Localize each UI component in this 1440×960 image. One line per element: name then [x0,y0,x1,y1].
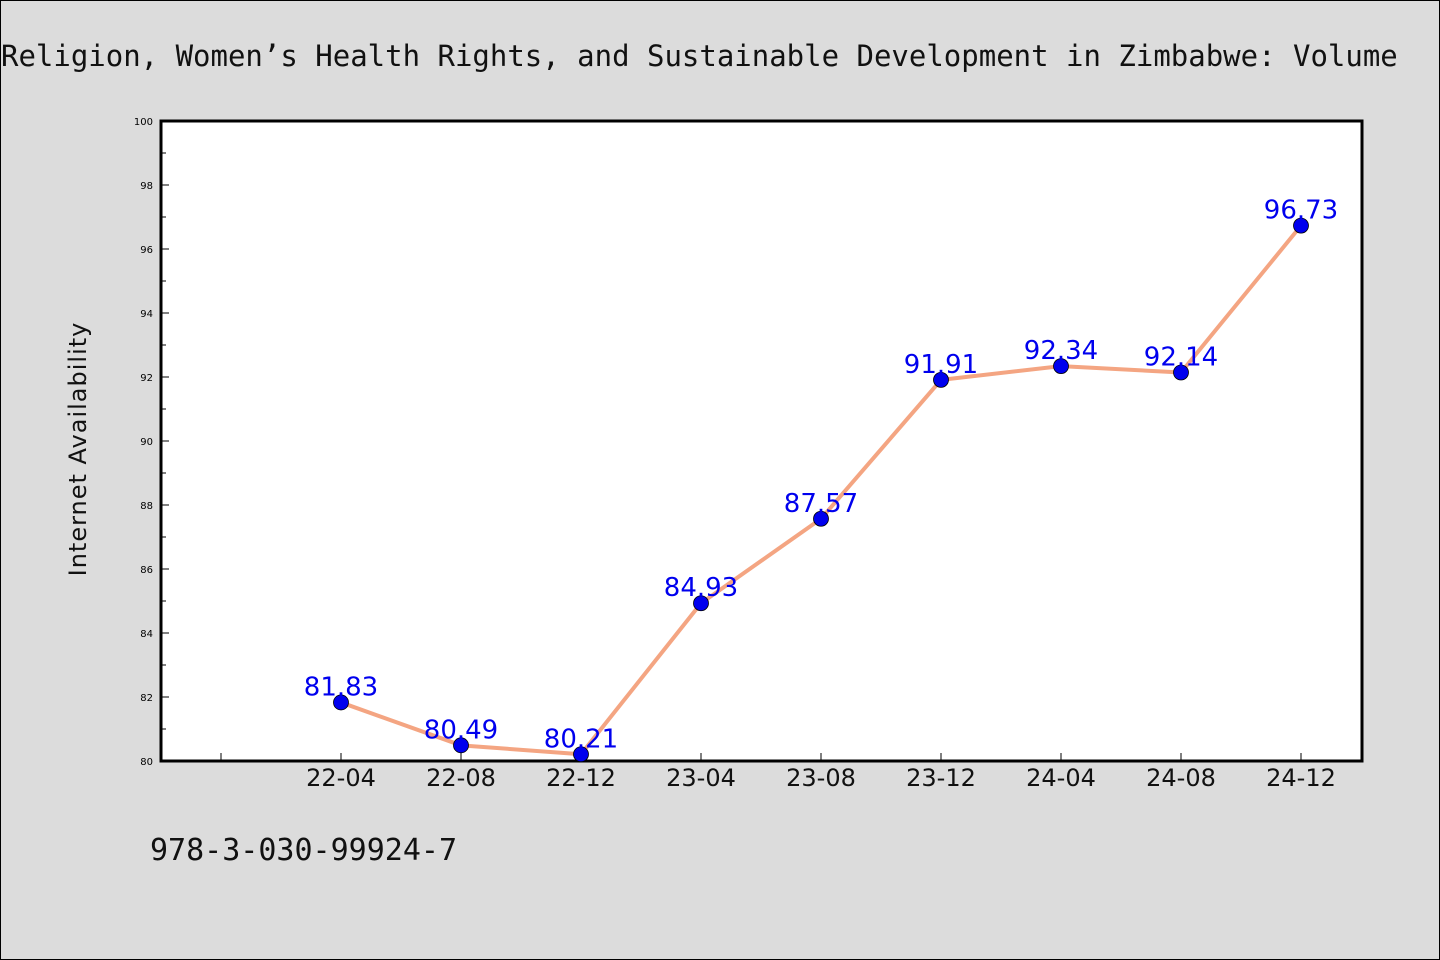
x-tick-label: 23-08 [786,764,856,792]
data-point [453,737,469,754]
y-tick-label: 96 [140,245,153,256]
y-tick-label: 82 [140,693,153,704]
data-label: 81.83 [304,672,378,702]
data-label: 80.21 [544,724,618,754]
data-point [813,510,829,527]
data-point [573,746,589,763]
data-label: 84.93 [664,573,738,603]
y-axis-label: Internet Availability [64,322,92,577]
data-label: 80.49 [424,715,498,745]
y-axis: 80 82 84 86 88 90 92 94 96 98 100 [134,117,169,768]
y-tick-label: 80 [140,757,153,768]
y-tick-label: 98 [140,181,153,192]
y-tick-label: 92 [140,373,153,384]
data-label: 92.14 [1144,343,1218,373]
x-tick-label: 23-04 [666,764,736,792]
data-point [1053,358,1069,375]
x-tick-label: 23-12 [906,764,976,792]
plot-area [159,119,1364,763]
y-tick-label: 94 [140,309,153,320]
y-tick-label: 86 [140,565,153,576]
series-markers [333,217,1309,763]
y-tick-label: 84 [140,629,153,640]
data-label: 87.57 [784,489,858,519]
data-point [333,694,349,711]
data-labels: 81.83 80.49 80.21 84.93 87.57 91.91 92.34 92.14… [304,196,1338,755]
data-point [1293,217,1309,234]
x-tick-label: 22-08 [426,764,496,792]
x-tick-label: 22-12 [546,764,616,792]
y-tick-label: 88 [140,501,153,512]
data-label: 96.73 [1264,196,1338,226]
x-tick-label: 24-08 [1146,764,1216,792]
data-point [1173,364,1189,381]
chart-title: Religion, Women’s Health Rights, and Sus… [1,39,1398,73]
data-label: 91.91 [904,350,978,380]
isbn-text: 978-3-030-99924-7 [150,833,458,868]
y-tick-label: 90 [140,437,153,448]
y-tick-label: 100 [134,117,153,128]
x-tick-label: 22-04 [306,764,376,792]
data-label: 92.34 [1024,336,1098,366]
data-point [933,371,949,388]
x-axis: 22-04 22-08 22-12 23-04 23-08 23-12 24-04 24-08… [220,753,1336,792]
data-point [693,595,709,612]
x-tick-label: 24-04 [1026,764,1096,792]
x-tick-label: 24-12 [1266,764,1336,792]
